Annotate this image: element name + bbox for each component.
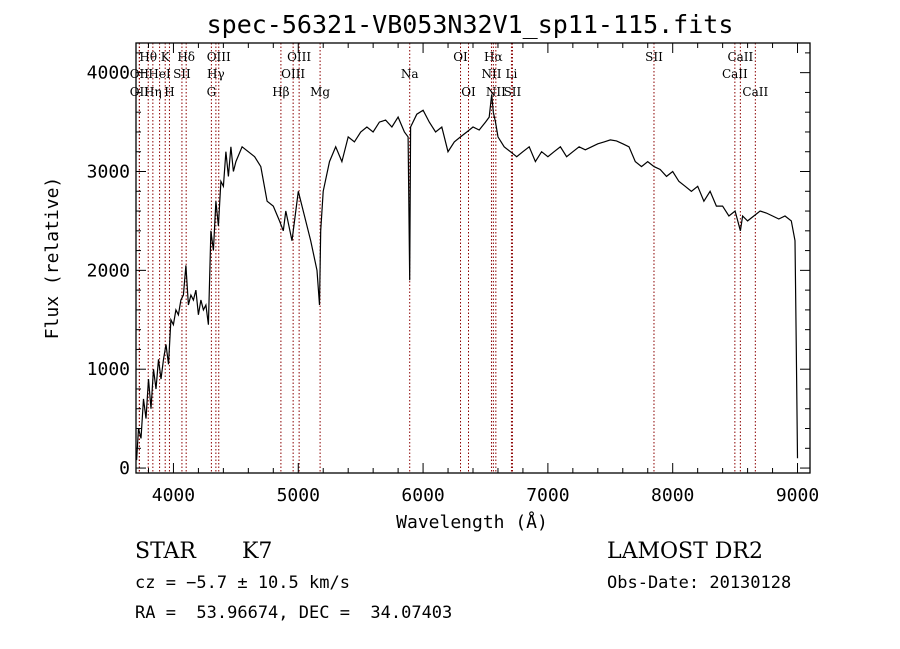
line-marker-label: CaII <box>722 67 748 81</box>
line-marker-label: Na <box>401 67 419 81</box>
x-tick-label: 6000 <box>401 485 444 506</box>
coordinates-text: RA = 53.96674, DEC = 34.07403 <box>135 603 453 623</box>
x-tick-label: 9000 <box>776 485 819 506</box>
line-marker-label: H <box>164 85 174 99</box>
object-subclass: K7 <box>242 539 273 564</box>
x-tick-label: 7000 <box>526 485 569 506</box>
line-marker-label: OI <box>461 85 476 99</box>
redshift-text: cz = −5.7 ± 10.5 km/s <box>135 573 350 593</box>
chart-title: spec-56321-VB053N32V1_sp11-115.fits <box>207 10 734 39</box>
x-tick-label: 4000 <box>152 485 195 506</box>
line-marker-label: Hγ <box>207 67 225 81</box>
line-marker-label: SII <box>504 85 522 99</box>
axis-ticks: 4000 5000 6000 7000 8000 9000 0 1000 2000 3000 400… <box>87 43 819 506</box>
line-marker-label: G <box>207 85 217 99</box>
line-marker-label: OIII <box>287 50 311 64</box>
y-tick-label: 0 <box>119 458 130 479</box>
line-marker-label: Hθ <box>139 50 157 64</box>
line-marker-label: NII <box>481 67 501 81</box>
line-marker-label: NII <box>486 85 506 99</box>
survey-name: LAMOST DR2 <box>607 539 763 564</box>
plot-frame <box>135 42 811 474</box>
line-marker-label: Hδ <box>177 50 195 64</box>
obs-date-text: Obs-Date: 20130128 <box>607 573 792 593</box>
line-marker-label: CaII <box>742 85 768 99</box>
x-axis-label: Wavelength (Å) <box>396 511 548 533</box>
line-marker-label: CaII <box>727 50 753 64</box>
object-class: STAR <box>135 539 196 564</box>
y-tick-label: 2000 <box>87 260 130 281</box>
line-marker-label: OIII <box>281 67 305 81</box>
y-axis-label: Flux (relative) <box>42 177 63 340</box>
line-marker-label: OIII <box>207 50 231 64</box>
y-tick-label: 4000 <box>87 63 130 84</box>
y-tick-label: 1000 <box>87 359 130 380</box>
x-tick-label: 8000 <box>651 485 694 506</box>
spectrum-line <box>136 94 799 461</box>
line-marker-label: HeI <box>148 67 171 81</box>
line-marker-label: Hβ <box>272 85 289 99</box>
line-marker-label: OI <box>453 50 468 64</box>
line-marker-label: OII <box>130 67 150 81</box>
y-tick-label: 3000 <box>87 162 130 183</box>
line-marker-label: Hη <box>144 85 162 99</box>
line-marker-label: Li <box>506 67 518 81</box>
x-tick-label: 5000 <box>277 485 320 506</box>
line-marker-label: K <box>161 50 171 64</box>
line-marker-label: SII <box>645 50 663 64</box>
line-marker-label: Mg <box>310 85 330 99</box>
line-marker-label: SII <box>173 67 191 81</box>
line-marker-label: Hα <box>484 50 503 64</box>
